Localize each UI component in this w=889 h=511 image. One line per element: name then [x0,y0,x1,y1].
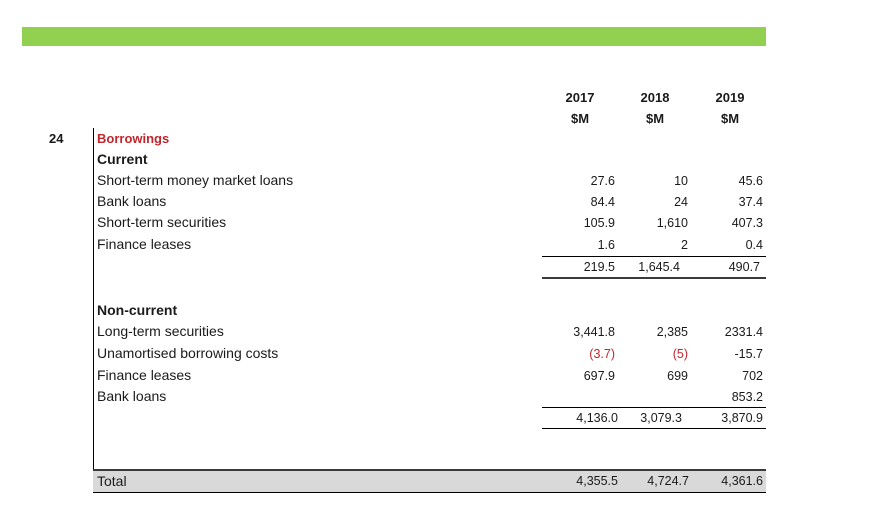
total-row [93,469,766,493]
subtotal-2018: 1,645.4 [638,260,680,274]
cell-2017: 84.4 [590,195,615,209]
cell-2019: 2331.4 [724,325,763,339]
subtotal-2018: 3,079.3 [640,411,682,425]
subtotal-2019: 3,870.9 [721,411,763,425]
subtotal-top-rule [542,256,766,257]
column-header-2018: 2018 [640,90,670,105]
row-label: Finance leases [97,236,192,252]
row-label: Short-term securities [97,214,227,230]
header-accent-bar [22,27,766,46]
cell-2017: (3.7) [589,347,615,361]
cell-2019: 853.2 [731,390,763,404]
row-label: Short-term money market loans [97,172,294,188]
cell-2019: 0.4 [745,238,763,252]
column-unit-2019: $M [720,111,740,126]
cell-2019: 37.4 [738,195,763,209]
row-label: Unamortised borrowing costs [97,345,279,361]
total-label: Total [97,473,127,489]
total-2018: 4,724.7 [647,474,689,488]
row-label: Finance leases [97,367,192,383]
note-number: 24 [49,131,64,146]
row-label: Bank loans [97,388,167,404]
cell-2018: (5) [672,347,688,361]
cell-2018: 2,385 [656,325,688,339]
cell-2019: 702 [742,369,763,383]
column-header-2019: 2019 [715,90,745,105]
cell-2018: 24 [674,195,688,209]
cell-2017: 105.9 [583,216,615,230]
subtotal-bottom-rule [542,428,766,429]
subtotal-bottom-rule [542,277,766,279]
section-heading-non-current: Non-current [97,302,178,318]
column-unit-2017: $M [570,111,590,126]
row-label: Long-term securities [97,323,224,339]
cell-2019: 45.6 [738,174,763,188]
column-header-2017: 2017 [565,90,595,105]
note-title: Borrowings [97,131,170,146]
section-heading-current: Current [97,151,148,167]
total-2017: 4,355.5 [576,474,618,488]
total-2019: 4,361.6 [721,474,763,488]
table-left-border [93,128,94,491]
row-label: Bank loans [97,193,167,209]
subtotal-2019: 490.7 [728,260,760,274]
cell-2017: 697.9 [583,369,615,383]
cell-2018: 10 [674,174,688,188]
cell-2017: 27.6 [590,174,615,188]
column-unit-2018: $M [645,111,665,126]
subtotal-top-rule [542,407,766,408]
cell-2017: 3,441.8 [573,325,615,339]
subtotal-2017: 219.5 [583,260,615,274]
cell-2018: 1,610 [656,216,688,230]
cell-2017: 1.6 [597,238,615,252]
cell-2018: 699 [667,369,688,383]
subtotal-2017: 4,136.0 [576,411,618,425]
cell-2018: 2 [681,238,688,252]
cell-2019: 407.3 [731,216,763,230]
cell-2019: -15.7 [734,347,764,361]
